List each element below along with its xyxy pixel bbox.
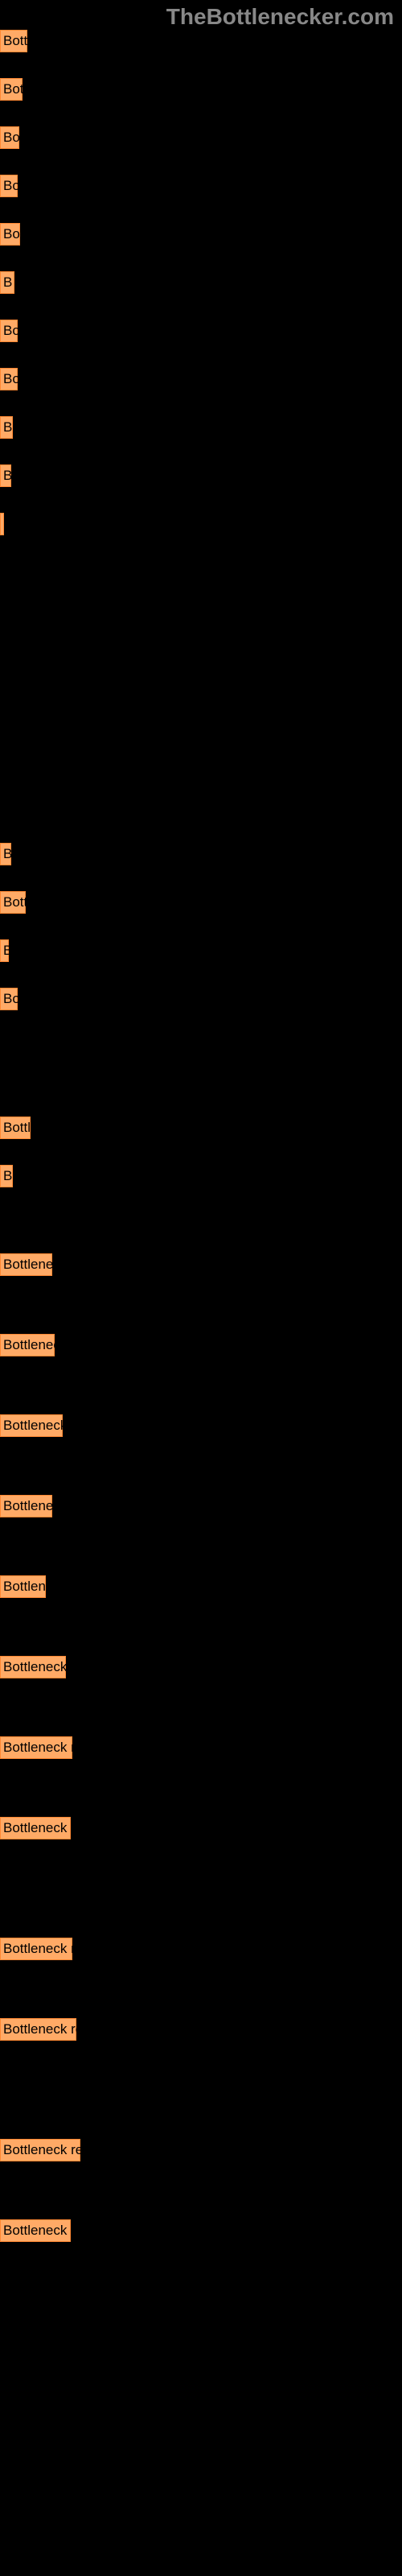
chart-bar: Bottleneck re [0,1656,66,1678]
chart-bar: B [0,1165,13,1187]
bar-label: Bo [1,226,20,242]
bar-label: Bottleneck re [1,1418,83,1434]
bar-label: B [1,275,12,291]
bar-label: Bottleneck res [1,1820,90,1836]
chart-bar: B [0,416,13,439]
chart-bar: Bo [0,175,18,197]
chart-bar: B [0,464,11,487]
bar-label: Bott [1,894,27,910]
chart-bar: Bo [0,126,19,149]
chart-bar: Bottleneck [0,1253,52,1276]
bar-label: Bottlene [1,1579,53,1595]
bar-label: B [1,1168,12,1184]
bar-label: B [1,419,12,436]
bar-label: Bottle [1,1120,38,1136]
chart-bar: Bottle [0,1117,31,1139]
chart-bar: Bo [0,223,20,246]
chart-bar [0,513,4,535]
bar-label: Bottleneck res [1,2223,90,2239]
bar-label: Bottleneck resu [1,1941,97,1957]
bar-label: B [1,846,12,862]
bar-label: Bo [1,178,20,194]
bar-label: Bo [1,130,20,146]
chart-bar: Bottleneck result [0,2139,80,2161]
chart-bar: Bottleneck resu [0,1938,72,1960]
chart-bar: Bottleneck re [0,1414,63,1437]
chart-bar: Bott [0,891,26,914]
bar-label: B [1,468,12,484]
chart-bar: B [0,843,11,865]
bar-label: Bot [1,81,24,97]
chart-bar: Bottleneck res [0,2219,71,2242]
chart-bar: B [0,939,9,962]
chart-bar: Bottleneck resu [0,1736,72,1759]
bar-label: Bottleneck re [1,1659,83,1675]
chart-bar: Bottleneck res [0,1817,71,1839]
watermark-text: TheBottlenecker.com [166,4,394,30]
bar-label: Bo [1,371,20,387]
chart-bar: Bottleneck [0,1334,55,1356]
chart-bar: Bot [0,78,23,101]
chart-bar: Bottleneck resul [0,2018,76,2041]
bar-label: Bottleneck [1,1337,67,1353]
bar-label: Bottleneck [1,1257,67,1273]
chart-bar: B [0,271,14,294]
chart-bar: Bottl [0,30,27,52]
chart-bar: Bo [0,368,18,390]
chart-bar: Bottleneck [0,1495,52,1517]
bar-label: Bottleneck resu [1,1740,97,1756]
bar-label: Bottl [1,33,31,49]
chart-bar: Bottlene [0,1575,46,1598]
bar-label: Bottleneck resul [1,2021,100,2037]
bar-label: Bo [1,991,20,1007]
chart-bar: Bo [0,988,18,1010]
bar-label: Bo [1,323,20,339]
bar-label: Bottleneck result [1,2142,105,2158]
chart-bar: Bo [0,320,18,342]
bar-label: Bottleneck [1,1498,67,1514]
bar-label: B [1,943,12,959]
